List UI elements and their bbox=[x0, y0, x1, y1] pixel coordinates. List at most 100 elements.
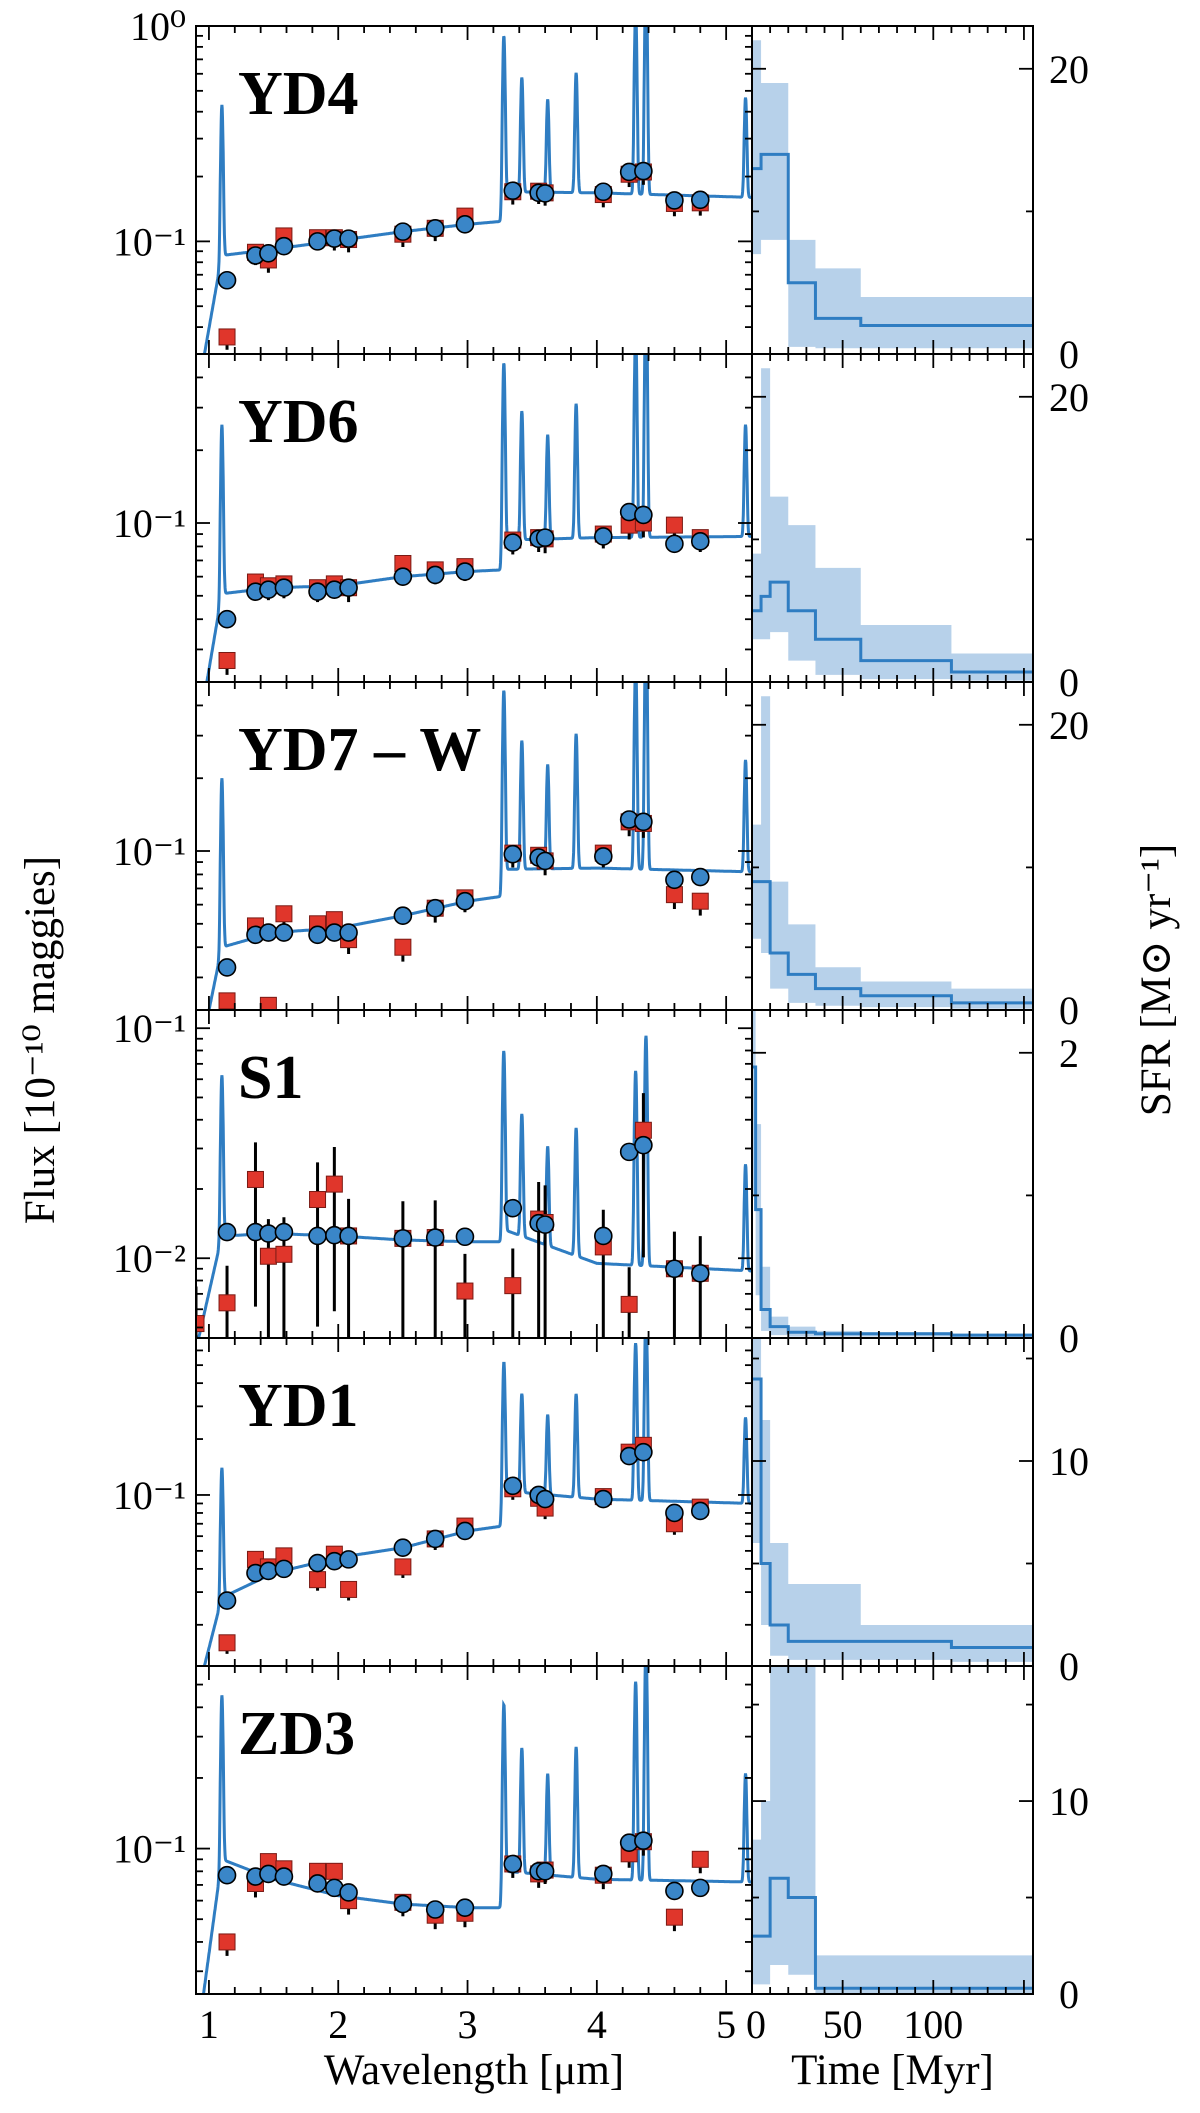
model-photometry-point bbox=[425, 1228, 445, 1247]
sed-plot-area bbox=[202, 26, 752, 354]
panel-name-label: YD7 – W bbox=[238, 716, 481, 784]
model-photometry-point bbox=[594, 1864, 613, 1884]
sfh-y-tick-label: 0 bbox=[1059, 660, 1079, 705]
sed-x-tick-label: 2 bbox=[328, 2002, 348, 2047]
model-photometry-point bbox=[690, 867, 710, 887]
model-photometry-point bbox=[503, 181, 523, 200]
sfh-plot-area bbox=[752, 1338, 1033, 1662]
observed-point bbox=[246, 1170, 264, 1188]
model-photometry-point bbox=[425, 219, 445, 238]
sfh-plot-area bbox=[752, 368, 1033, 681]
sed-y-tick-label: 10⁻¹ bbox=[113, 1473, 186, 1518]
sfh-x-tick-label: 50 bbox=[823, 2002, 863, 2047]
sfh-uncertainty-band bbox=[752, 696, 1033, 1009]
model-photometry-point bbox=[259, 923, 278, 942]
sed-x-tick-label: 5 bbox=[716, 2002, 736, 2047]
model-photometry-point bbox=[535, 184, 555, 203]
sed-y-tick-label: 10⁻¹ bbox=[113, 1827, 186, 1872]
sed-plot-area bbox=[196, 1035, 752, 1338]
sed-plot-area bbox=[201, 1666, 752, 1994]
model-photometry-point bbox=[274, 1222, 294, 1242]
model-photometry-point bbox=[665, 534, 684, 554]
panel-yd6: 10⁻¹ 0 20 YD6 bbox=[113, 353, 1089, 705]
model-photometry-point bbox=[665, 1259, 684, 1279]
sfh-y-tick-label: 20 bbox=[1049, 703, 1089, 748]
sed-x-tick-label: 1 bbox=[199, 2002, 219, 2047]
model-photometry-point bbox=[393, 906, 413, 926]
model-photometry-point bbox=[339, 1226, 358, 1246]
sfh-uncertainty-band bbox=[752, 1338, 1033, 1662]
model-photometry-point bbox=[503, 1854, 523, 1874]
model-photometry-point bbox=[217, 1591, 237, 1610]
sfh-y-tick-label: 2 bbox=[1059, 1031, 1079, 1076]
panel-name-label: YD1 bbox=[238, 1372, 359, 1440]
model-photometry-point bbox=[339, 229, 358, 248]
sfh-y-tick-label: 10 bbox=[1049, 1779, 1089, 1824]
observed-point bbox=[259, 1247, 277, 1265]
model-photometry-point bbox=[259, 1224, 278, 1243]
model-photometry-point bbox=[634, 1442, 653, 1462]
model-photometry-point bbox=[634, 161, 653, 181]
sed-plot-area bbox=[205, 354, 752, 682]
observed-point bbox=[309, 1191, 327, 1209]
panel-name-label: S1 bbox=[238, 1044, 303, 1112]
model-photometry-point bbox=[274, 578, 294, 598]
model-photometry-point bbox=[455, 891, 475, 911]
sfh-y-tick-label: 0 bbox=[1059, 1644, 1079, 1689]
model-photometry-point bbox=[634, 1831, 653, 1851]
model-photometry-point bbox=[455, 562, 475, 581]
x-axis-label-time: Time [Myr] bbox=[791, 2047, 994, 2094]
model-photometry-point bbox=[217, 958, 237, 977]
sed-x-tick-label: 3 bbox=[458, 2002, 478, 2047]
model-photometry-point bbox=[339, 923, 358, 942]
model-photometry-point bbox=[308, 1874, 327, 1893]
sfh-frame bbox=[751, 1009, 1034, 1339]
model-photometry-point bbox=[594, 1489, 613, 1509]
model-photometry-point bbox=[503, 1198, 523, 1218]
model-photometry-point bbox=[690, 190, 710, 210]
observed-point bbox=[325, 1175, 343, 1193]
model-photometry-point bbox=[308, 925, 327, 945]
model-photometry-point bbox=[274, 1867, 294, 1886]
sed-plot-area bbox=[207, 682, 752, 1010]
observed-point bbox=[394, 1558, 412, 1576]
model-photometry-point bbox=[690, 1263, 710, 1283]
model-photometry-point bbox=[259, 580, 278, 599]
observed-point bbox=[275, 905, 293, 923]
observed-point bbox=[456, 1282, 474, 1300]
sfh-plot-area bbox=[752, 696, 1033, 1009]
sfh-median-line bbox=[752, 1377, 1033, 1650]
model-photometry-point bbox=[308, 1553, 327, 1573]
sfh-y-tick-label: 20 bbox=[1049, 47, 1089, 92]
panel-yd1: 10⁻¹ 0 10 YD1 bbox=[113, 1337, 1089, 1689]
observed-point bbox=[665, 516, 683, 534]
model-photometry-point bbox=[634, 1135, 653, 1155]
sfh-y-tick-label: 0 bbox=[1059, 988, 1079, 1033]
model-photometry-point bbox=[217, 270, 237, 290]
sed-x-tick-label: 4 bbox=[587, 2002, 607, 2047]
model-photometry-point bbox=[393, 222, 413, 241]
panel-name-label: YD6 bbox=[238, 388, 359, 456]
observed-point bbox=[340, 1580, 358, 1598]
model-photometry-point bbox=[634, 505, 653, 525]
panel-yd4: 10⁰ 10⁻¹ 0 20 YD4 bbox=[113, 4, 1089, 377]
model-photometry-point bbox=[274, 236, 294, 256]
model-photometry-point bbox=[393, 1894, 413, 1914]
model-photometry-point bbox=[339, 578, 358, 598]
model-photometry-point bbox=[665, 191, 684, 210]
model-photometry-point bbox=[665, 1503, 684, 1523]
model-photometry-point bbox=[690, 532, 710, 551]
sed-y-tick-label: 10⁻¹ bbox=[113, 501, 186, 546]
model-photometry-point bbox=[535, 1862, 555, 1881]
model-photometry-point bbox=[594, 527, 613, 546]
model-photometry-point bbox=[535, 851, 555, 871]
observed-point bbox=[196, 1315, 205, 1333]
model-photometry-point bbox=[425, 898, 445, 918]
model-photometry-point bbox=[393, 1538, 413, 1558]
y-axis-label-sfr: SFR [M⊙ yr⁻¹] bbox=[1133, 844, 1180, 1116]
model-photometry-point bbox=[455, 1898, 475, 1917]
panel-zd3: 10⁻¹ 0 10 ZD3 bbox=[113, 1665, 1089, 2017]
model-photometry-point bbox=[503, 533, 523, 552]
sfh-plot-area bbox=[752, 40, 1033, 349]
